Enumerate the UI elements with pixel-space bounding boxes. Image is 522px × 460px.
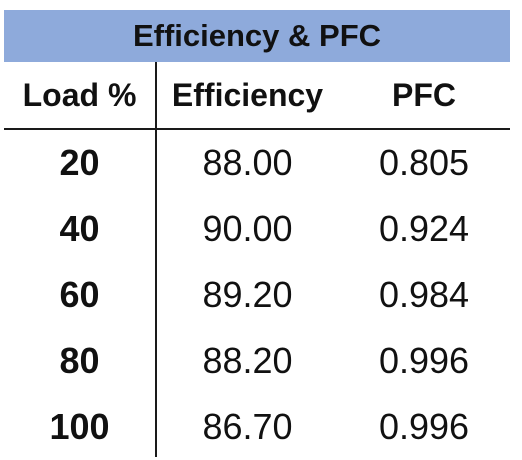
cell-load: 60 xyxy=(59,274,100,315)
cell-pfc: 0.924 xyxy=(378,208,470,249)
header-efficiency: Efficiency xyxy=(171,76,324,113)
cell-efficiency: 86.70 xyxy=(202,406,293,447)
cell-efficiency: 89.20 xyxy=(202,274,293,315)
cell-pfc: 0.984 xyxy=(378,274,470,315)
header-load: Load % xyxy=(22,76,137,113)
cell-efficiency: 88.20 xyxy=(202,340,293,381)
cell-load: 100 xyxy=(49,406,110,447)
cell-pfc: 0.996 xyxy=(378,406,470,447)
cell-efficiency: 88.00 xyxy=(202,142,293,183)
cell-load: 80 xyxy=(59,340,100,381)
cell-load: 40 xyxy=(59,208,100,249)
cell-pfc: 0.996 xyxy=(378,340,470,381)
header-pfc: PFC xyxy=(392,76,456,113)
cell-load: 20 xyxy=(59,142,100,183)
cell-pfc: 0.805 xyxy=(378,142,470,183)
header-divider xyxy=(4,128,510,130)
table-title: Efficiency & PFC xyxy=(4,10,510,62)
column-divider xyxy=(155,62,157,457)
cell-efficiency: 90.00 xyxy=(202,208,293,249)
